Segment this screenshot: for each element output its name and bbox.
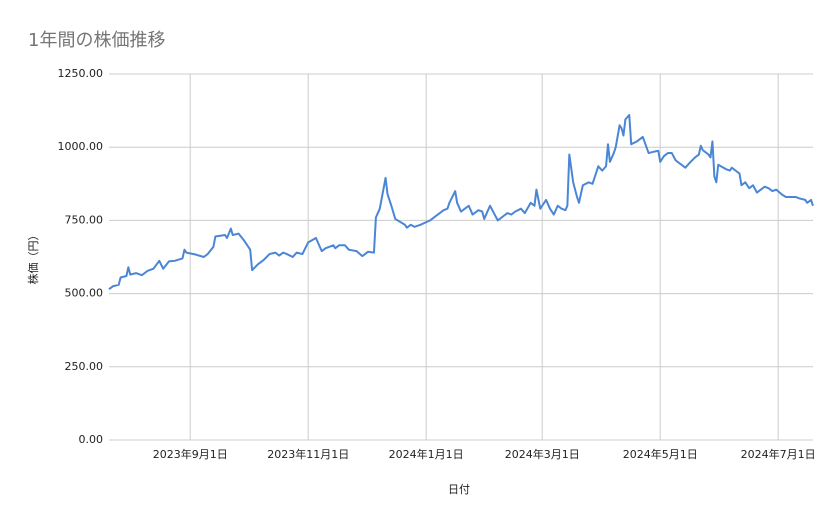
x-tick-label: 2024年5月1日 xyxy=(623,447,698,461)
x-tick-label: 2024年1月1日 xyxy=(389,447,464,461)
price-line xyxy=(108,113,814,291)
chart-title: 1年間の株価推移 xyxy=(28,30,165,51)
y-tick-label: 1000.00 xyxy=(58,140,104,153)
y-tick-label: 1250.00 xyxy=(58,67,104,80)
y-tick-label: 750.00 xyxy=(65,213,104,226)
x-axis-title: 日付 xyxy=(448,483,470,496)
y-tick-label: 0.00 xyxy=(79,433,104,446)
y-tick-label: 500.00 xyxy=(65,287,104,300)
y-tick-label: 250.00 xyxy=(65,360,104,373)
x-tick-label: 2024年7月1日 xyxy=(741,447,816,461)
x-tick-label: 2023年9月1日 xyxy=(153,447,228,461)
x-tick-label: 2023年11月1日 xyxy=(267,447,349,461)
y-axis-title: 株価（円） xyxy=(26,230,40,285)
x-tick-label: 2024年3月1日 xyxy=(505,447,580,461)
